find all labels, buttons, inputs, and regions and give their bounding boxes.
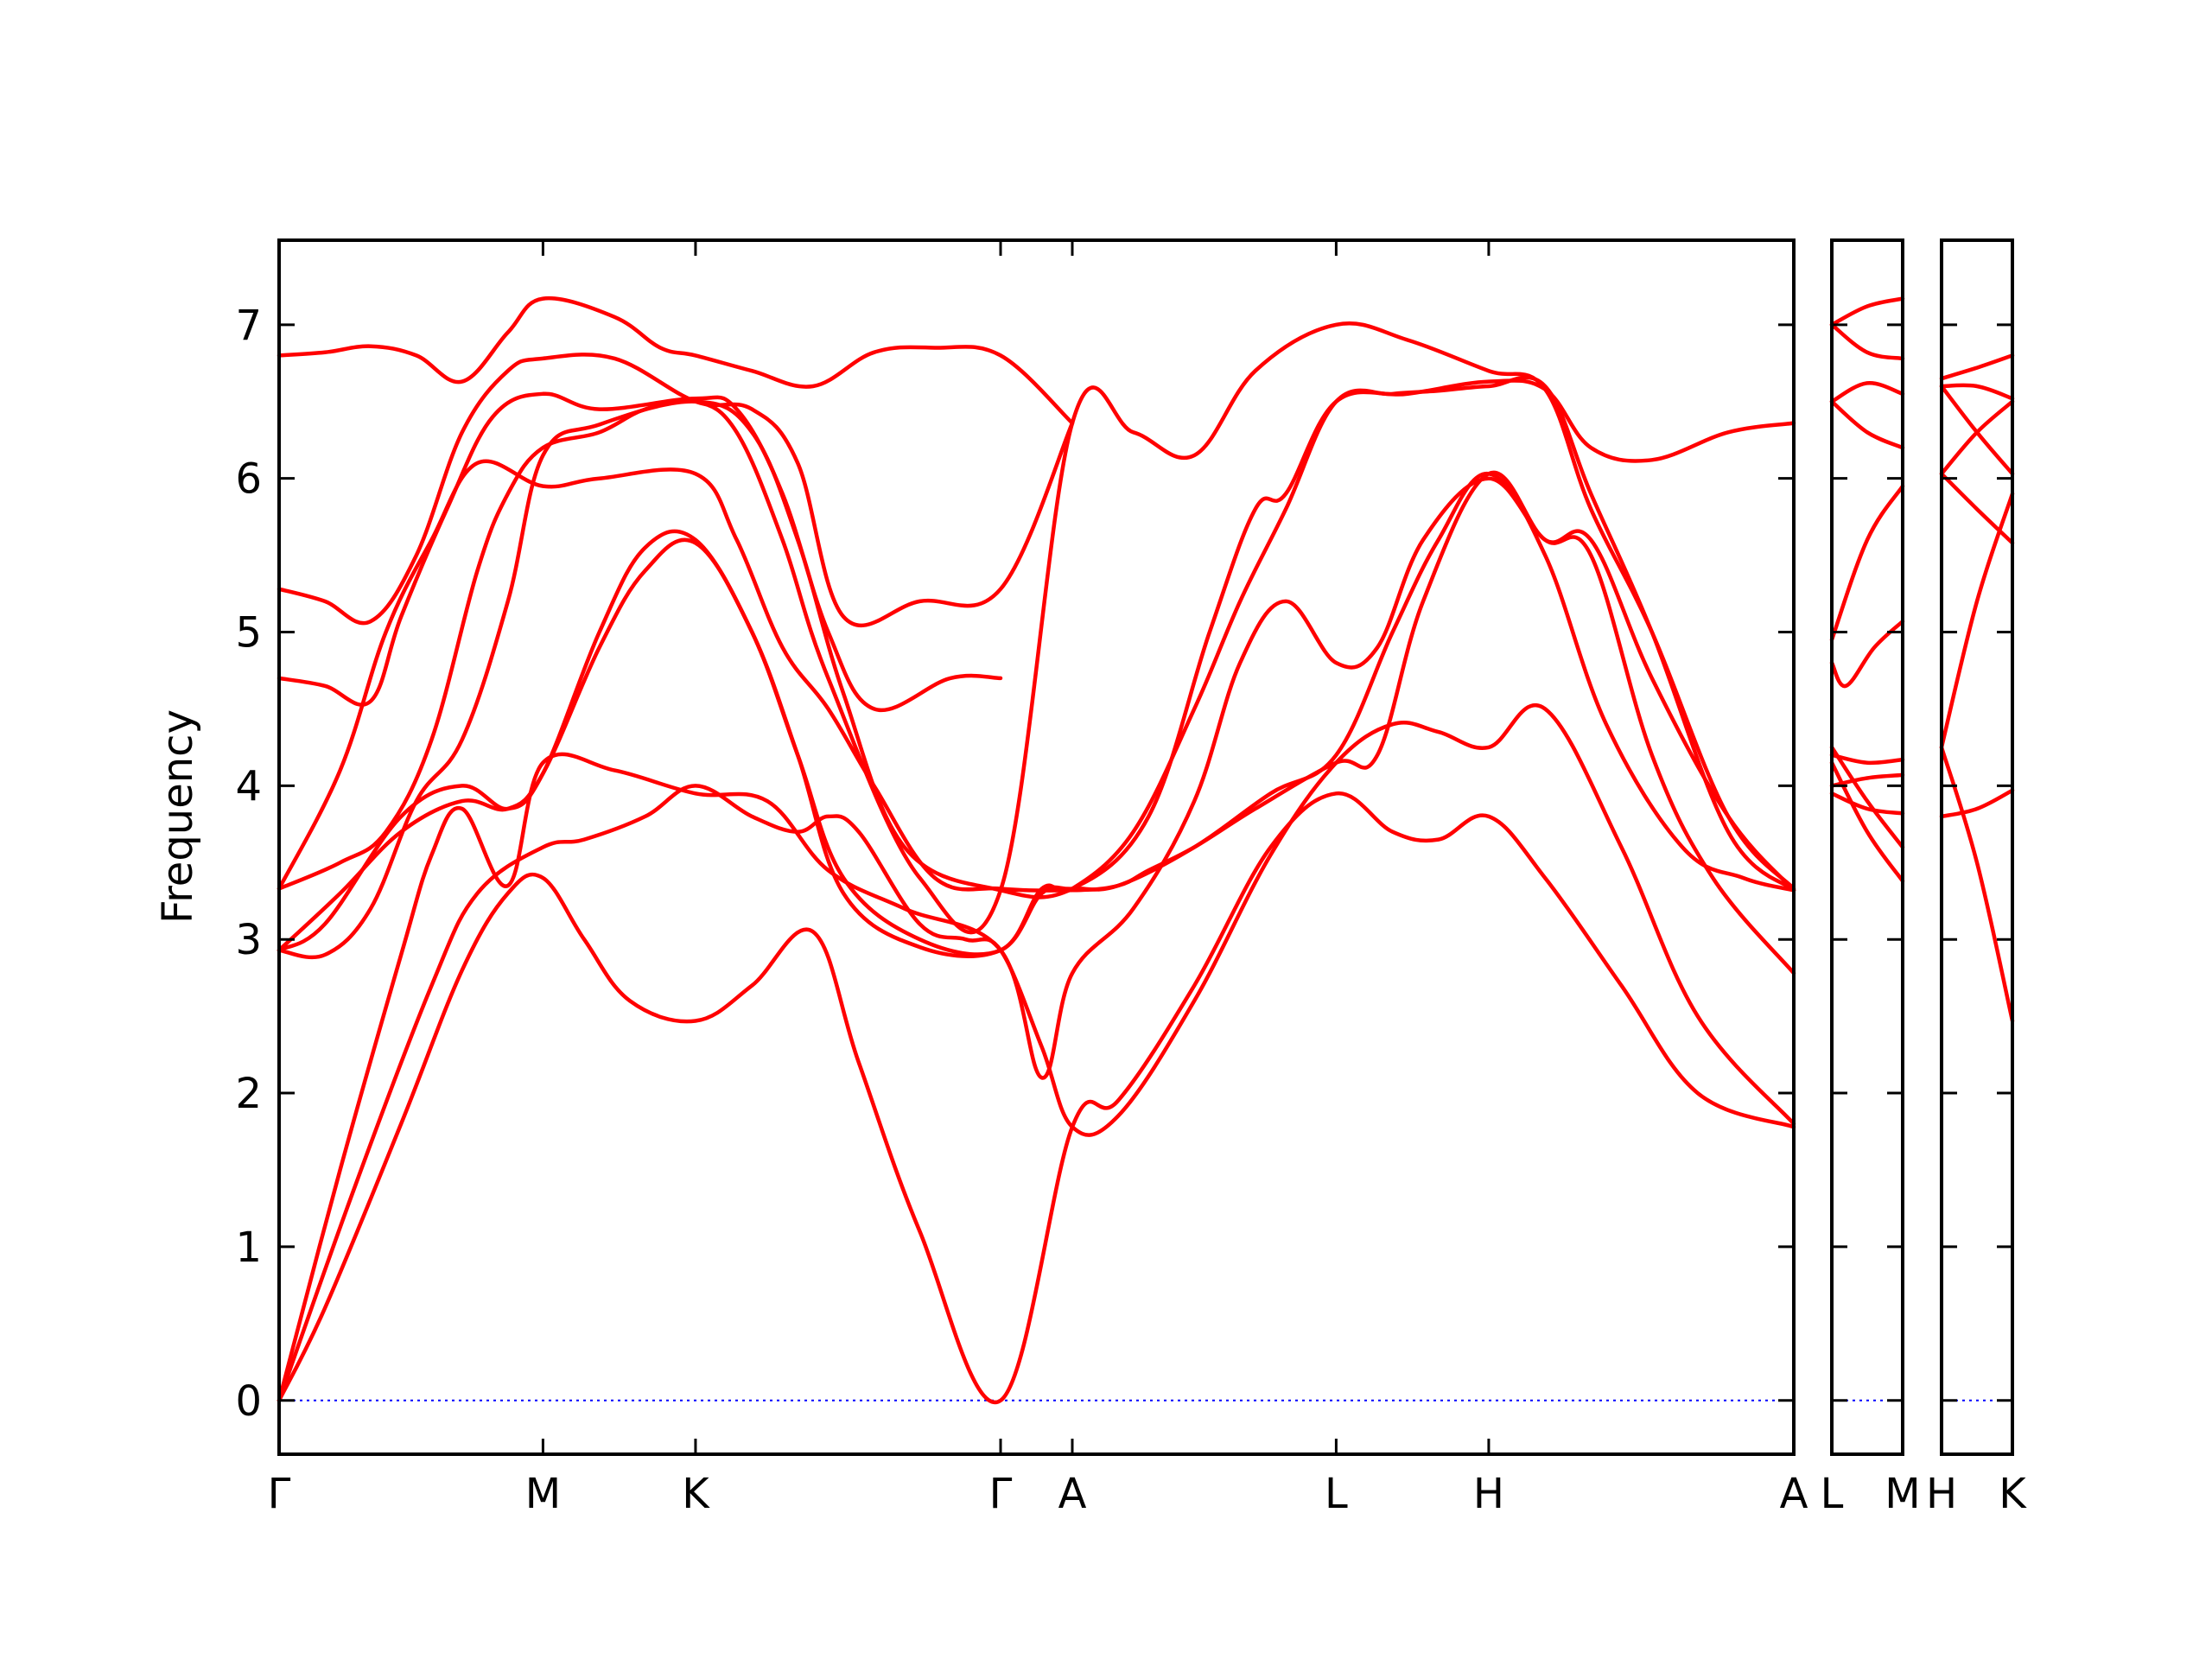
y-tick-label: 7 [235,302,262,350]
band-line-b04 [276,472,1796,958]
x-tick-label: H [1926,1470,1957,1518]
x-tick-label: K [1999,1470,2027,1518]
band-line-b03 [1939,492,2015,750]
band-line-b11 [1829,296,1905,327]
y-tick-label: 4 [235,762,262,810]
band-line-b02 [1939,788,2015,819]
band-line-b10 [1829,322,1905,361]
x-tick-label: L [1821,1470,1844,1518]
x-tick-label: M [525,1470,561,1518]
band-line-b08 [1939,353,2015,381]
y-tick-label: 1 [235,1224,262,1272]
band-line-b08 [1829,399,1905,450]
band-line-b03 [1829,760,1905,883]
x-tick-label: K [682,1470,710,1518]
band-line-b10 [276,353,1075,628]
y-tick-label: 5 [235,609,262,658]
band-line-b05 [1829,745,1905,849]
x-tick-label: A [1058,1470,1087,1518]
band-line-b02 [1829,772,1905,788]
plot-layer [276,296,2015,1405]
band-line-b07 [276,321,1796,935]
plot-frame [277,238,1796,1456]
band-line-b06 [276,378,1796,960]
y-axis-label: Frequency [154,709,202,924]
band-line-b01 [276,791,1796,1405]
x-tick-label: L [1325,1470,1348,1518]
y-tick-label: 0 [235,1377,262,1426]
band-line-b07 [1829,484,1905,642]
band-line-b06 [1939,384,2015,476]
plot-frame [1830,238,1904,1456]
band-line-b01 [1829,791,1905,816]
x-tick-label: A [1780,1470,1808,1518]
x-tick-label: H [1473,1470,1504,1518]
band-line-b09 [276,391,1003,713]
y-tick-label: 2 [235,1070,262,1118]
band-line-b07 [1939,383,2015,401]
y-tick-label: 3 [235,916,262,964]
x-tick-label: Γ [268,1470,291,1518]
band-line-b04 [1939,472,2015,545]
plot-frame [1940,238,2014,1456]
band-line-b08 [276,459,1796,893]
y-tick-label: 6 [235,455,262,504]
frame-layer [277,238,2014,1456]
x-tick-label: Γ [989,1470,1013,1518]
band-line-b09 [1829,381,1905,404]
band-line-b01 [1939,745,2015,1023]
band-line-b11 [276,296,1075,425]
x-tick-label: M [1885,1470,1920,1518]
